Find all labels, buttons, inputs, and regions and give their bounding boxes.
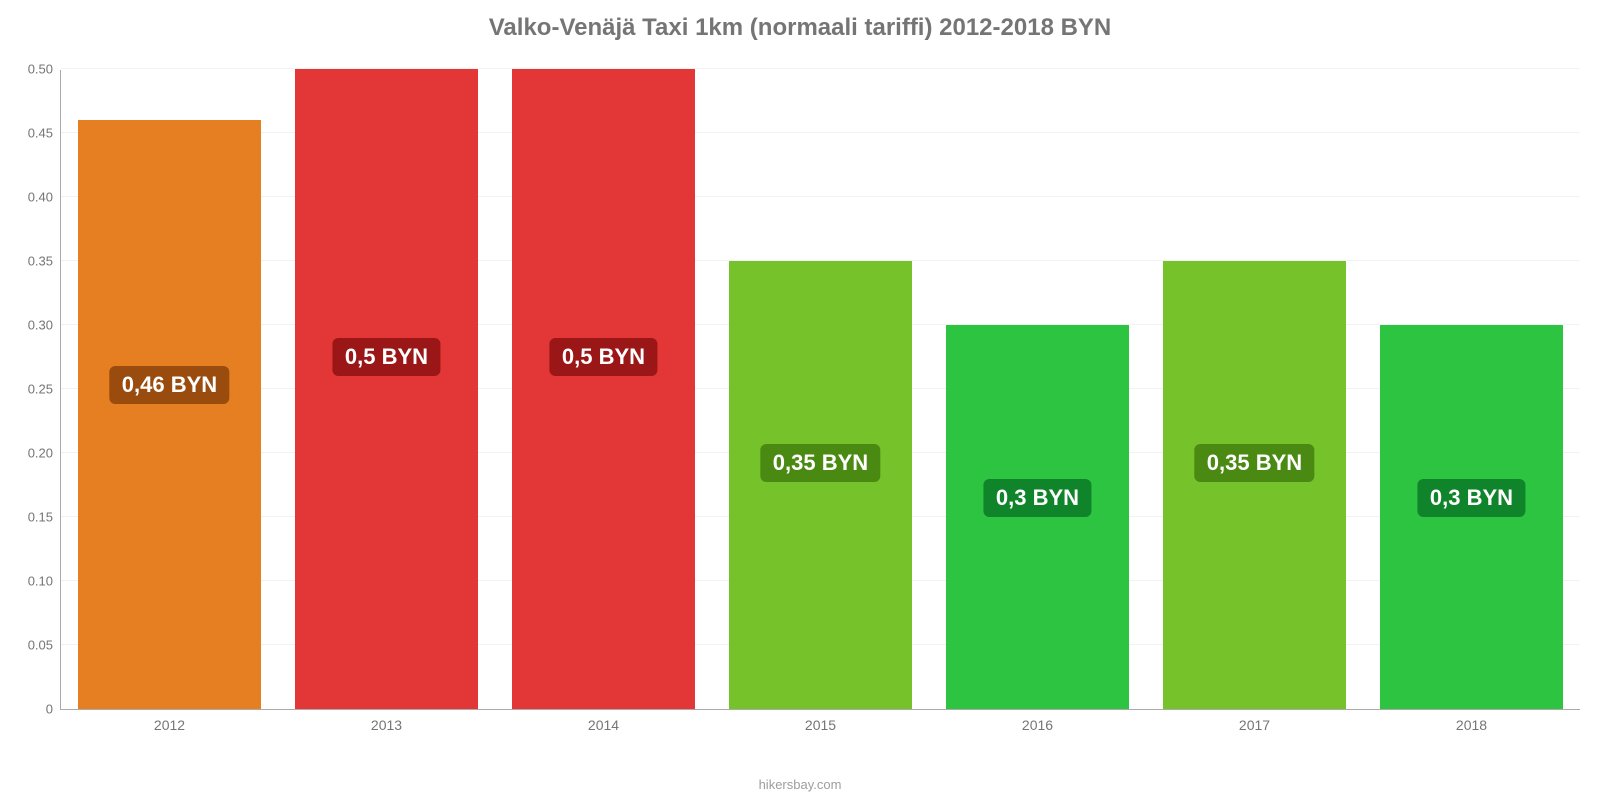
y-tick-label: 0.20 xyxy=(28,446,53,461)
y-tick-label: 0.50 xyxy=(28,62,53,77)
bar-slot: 0,3 BYN2016 xyxy=(929,70,1146,709)
y-tick-label: 0 xyxy=(46,702,53,717)
bar-slot: 0,35 BYN2017 xyxy=(1146,70,1363,709)
chart-area: 00.050.100.150.200.250.300.350.400.450.5… xyxy=(60,70,1580,710)
data-label-badge: 0,35 BYN xyxy=(761,444,880,482)
data-label-badge: 0,35 BYN xyxy=(1195,444,1314,482)
gridline xyxy=(61,68,1580,69)
data-label-badge: 0,5 BYN xyxy=(333,338,440,376)
bar-slot: 0,35 BYN2015 xyxy=(712,70,929,709)
y-tick-label: 0.15 xyxy=(28,510,53,525)
bar: 0,3 BYN xyxy=(1380,325,1562,709)
y-tick-label: 0.05 xyxy=(28,638,53,653)
y-tick-label: 0.30 xyxy=(28,318,53,333)
x-tick-label: 2012 xyxy=(154,717,185,733)
x-tick-label: 2013 xyxy=(371,717,402,733)
y-tick-label: 0.40 xyxy=(28,190,53,205)
y-tick-label: 0.25 xyxy=(28,382,53,397)
bar-slot: 0,3 BYN2018 xyxy=(1363,70,1580,709)
x-tick-label: 2017 xyxy=(1239,717,1270,733)
y-tick-label: 0.45 xyxy=(28,126,53,141)
data-label-badge: 0,3 BYN xyxy=(1418,479,1525,517)
bar: 0,5 BYN xyxy=(295,69,477,709)
bar: 0,46 BYN xyxy=(78,120,260,709)
source-caption: hikersbay.com xyxy=(759,777,842,792)
bar-slot: 0,5 BYN2014 xyxy=(495,70,712,709)
bar-slot: 0,5 BYN2013 xyxy=(278,70,495,709)
y-tick-label: 0.10 xyxy=(28,574,53,589)
y-tick-label: 0.35 xyxy=(28,254,53,269)
x-tick-label: 2016 xyxy=(1022,717,1053,733)
bar-slot: 0,46 BYN2012 xyxy=(61,70,278,709)
x-tick-label: 2015 xyxy=(805,717,836,733)
x-tick-label: 2018 xyxy=(1456,717,1487,733)
bar: 0,3 BYN xyxy=(946,325,1128,709)
data-label-badge: 0,46 BYN xyxy=(110,366,229,404)
data-label-badge: 0,3 BYN xyxy=(984,479,1091,517)
bar: 0,5 BYN xyxy=(512,69,694,709)
bar: 0,35 BYN xyxy=(729,261,911,709)
chart-title: Valko-Venäjä Taxi 1km (normaali tariffi)… xyxy=(0,0,1600,52)
plot-area: 00.050.100.150.200.250.300.350.400.450.5… xyxy=(60,70,1580,710)
bars-container: 0,46 BYN20120,5 BYN20130,5 BYN20140,35 B… xyxy=(61,70,1580,709)
x-tick-label: 2014 xyxy=(588,717,619,733)
bar: 0,35 BYN xyxy=(1163,261,1345,709)
data-label-badge: 0,5 BYN xyxy=(550,338,657,376)
